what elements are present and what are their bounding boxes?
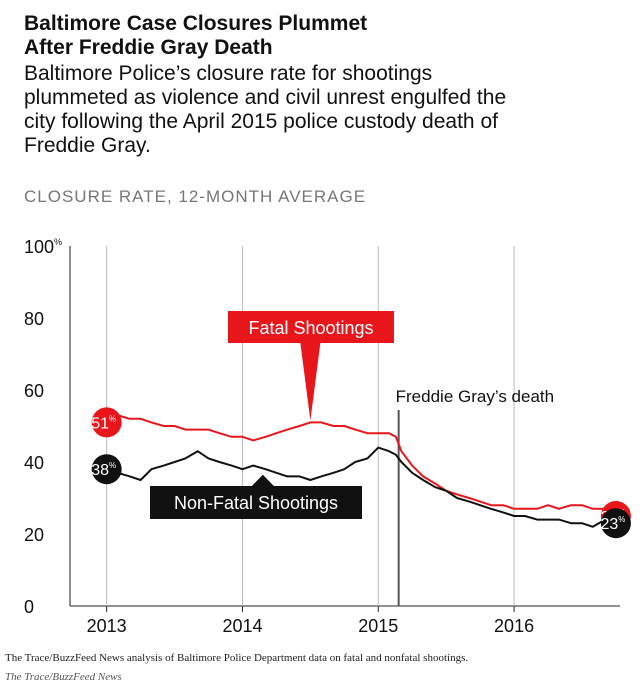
- subtitle-line-4: Freddie Gray.: [24, 134, 151, 157]
- y-axis-caption: CLOSURE RATE, 12-MONTH AVERAGE: [24, 187, 367, 206]
- y-tick-label: 20: [24, 525, 44, 545]
- y-tick-label: 80: [24, 309, 44, 329]
- chart-title-line-2: After Freddie Gray Death: [24, 36, 273, 59]
- value-badge: [91, 454, 122, 485]
- x-tick-label: 2015: [358, 616, 398, 636]
- chart-subtitle: Baltimore Police’s closure rate for shoo…: [24, 62, 624, 158]
- nonfatal-series-line: [106, 446, 617, 528]
- x-tick-label: 2013: [87, 616, 127, 636]
- fatal-series-line: [106, 414, 617, 517]
- credit-line: The Trace/BuzzFeed News: [5, 671, 122, 683]
- chart-title-line-1: Baltimore Case Closures Plummet: [24, 12, 368, 35]
- fatal-callout-box: [228, 311, 394, 343]
- chart-title: Baltimore Case Closures Plummet After Fr…: [24, 12, 624, 60]
- source-note: The Trace/BuzzFeed News analysis of Balt…: [5, 652, 469, 664]
- x-tick-label: 2014: [222, 616, 262, 636]
- y-tick-label: 60: [24, 381, 44, 401]
- x-tick-label: 2016: [494, 616, 534, 636]
- nonfatal-callout-label: Non-Fatal Shootings: [174, 493, 338, 513]
- subtitle-line-2: plummeted as violence and civil unrest e…: [24, 86, 507, 109]
- subtitle-line-3: city following the April 2015 police cus…: [24, 110, 498, 133]
- event-label: Freddie Gray’s death: [396, 387, 554, 406]
- fatal-callout-label: Fatal Shootings: [248, 318, 373, 338]
- nonfatal-callout-box: [150, 486, 362, 519]
- value-badge: [600, 508, 631, 539]
- value-badge: [91, 407, 122, 438]
- fatal-callout-pointer: [300, 343, 321, 421]
- y-tick-label: 40: [24, 453, 44, 473]
- subtitle-line-1: Baltimore Police’s closure rate for shoo…: [24, 62, 433, 85]
- y-tick-label: 0: [24, 597, 34, 617]
- y-tick-label: 100%: [24, 237, 62, 257]
- nonfatal-callout-pointer: [250, 474, 275, 487]
